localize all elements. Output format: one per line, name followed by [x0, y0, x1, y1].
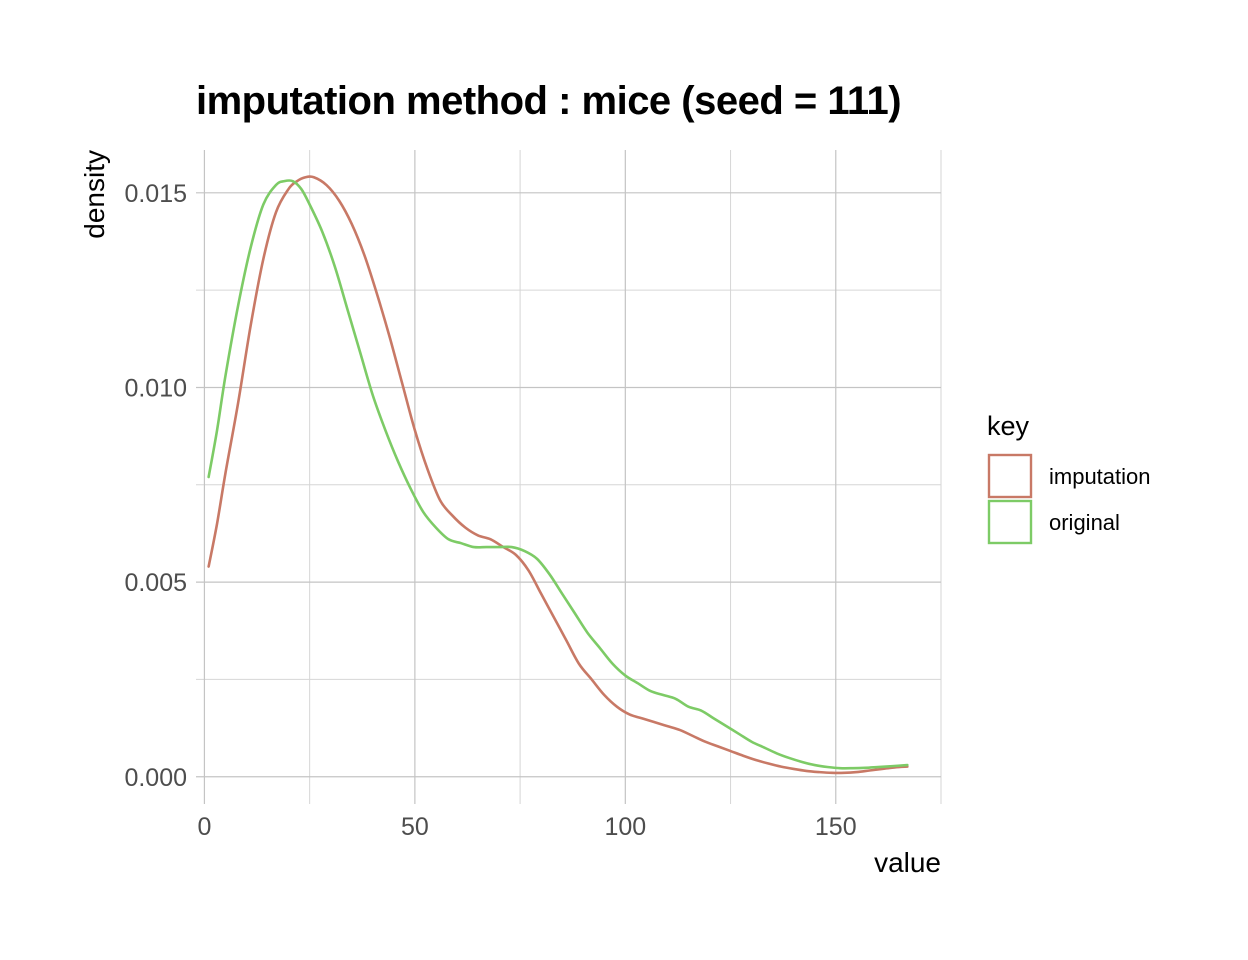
series-line-imputation — [207, 175, 909, 775]
legend-title: key — [987, 411, 1030, 441]
y-axis-ticks: 0.000 0.005 0.010 0.015 — [124, 180, 187, 792]
plot-grid — [196, 150, 942, 804]
x-tick-label: 100 — [604, 813, 646, 841]
series-layer — [207, 175, 909, 775]
legend-key-original — [987, 499, 1033, 545]
x-tick-label: 150 — [815, 813, 857, 841]
legend-label-imputation: imputation — [1049, 464, 1151, 489]
x-axis-title: value — [874, 847, 941, 878]
legend-label-original: original — [1049, 510, 1120, 535]
x-tick-label: 50 — [401, 813, 429, 841]
x-tick-label: 0 — [197, 813, 211, 841]
chart-title: imputation method : mice (seed = 111) — [196, 79, 901, 123]
y-tick-label: 0.000 — [124, 764, 187, 792]
legend-key-imputation — [987, 453, 1033, 499]
legend: key imputation original — [987, 411, 1151, 545]
y-tick-label: 0.010 — [124, 374, 187, 402]
y-tick-label: 0.015 — [124, 180, 187, 208]
series-line-original — [207, 179, 909, 770]
y-tick-label: 0.005 — [124, 569, 187, 597]
x-axis-ticks: 0 50 100 150 — [197, 813, 856, 841]
y-axis-title: density — [79, 150, 110, 239]
